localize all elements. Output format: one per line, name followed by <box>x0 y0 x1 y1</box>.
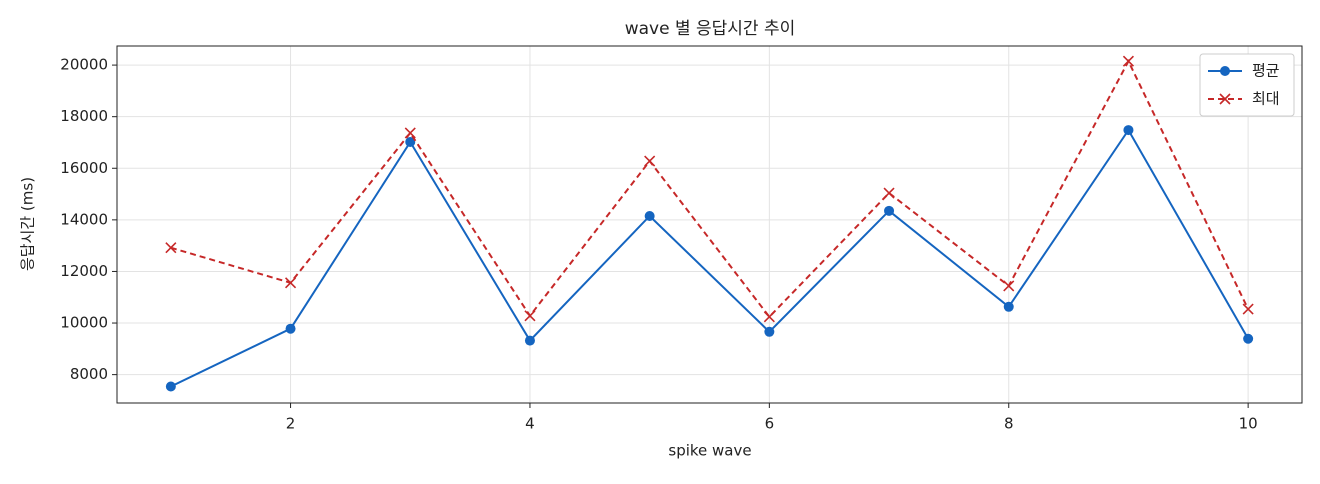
y-axis-label: 응답시간 (ms) <box>19 177 37 271</box>
data-point <box>404 127 416 139</box>
legend-marker <box>1220 66 1230 76</box>
x-tick-label: 6 <box>765 415 775 433</box>
chart-title: wave 별 응답시간 추이 <box>625 19 796 39</box>
y-tick-label: 18000 <box>60 107 108 125</box>
data-point <box>165 381 176 392</box>
data-point <box>763 311 775 323</box>
data-point <box>285 323 296 334</box>
plot-frame <box>116 45 1303 404</box>
legend-marker <box>1219 93 1231 105</box>
legend-box <box>1199 53 1295 117</box>
data-point <box>1122 55 1135 67</box>
data-point <box>644 210 655 221</box>
x-tick-label: 2 <box>286 415 296 433</box>
data-point <box>1003 301 1014 312</box>
data-point <box>764 326 775 337</box>
data-point <box>165 242 177 254</box>
data-point <box>884 205 895 216</box>
data-point <box>284 277 297 289</box>
series-line <box>170 59 1250 319</box>
x-tick-label: 8 <box>1004 415 1014 433</box>
x-axis-label: spike wave <box>668 442 751 460</box>
y-tick-label: 14000 <box>60 210 108 228</box>
series-line <box>170 128 1250 388</box>
data-point <box>524 335 535 346</box>
data-point <box>405 136 416 147</box>
y-tick-label: 16000 <box>60 159 108 177</box>
data-point <box>1123 125 1134 136</box>
legend-label: 최대 <box>1252 90 1280 108</box>
data-point <box>524 310 536 322</box>
legend-label: 평균 <box>1252 62 1280 80</box>
y-tick-label: 12000 <box>60 262 108 280</box>
x-tick-label: 4 <box>525 415 535 433</box>
data-point <box>1243 333 1254 344</box>
data-point <box>644 155 656 167</box>
y-tick-label: 10000 <box>60 314 108 332</box>
data-point <box>883 187 895 199</box>
y-tick-label: 8000 <box>70 365 108 383</box>
data-point <box>1242 303 1254 315</box>
data-point <box>1003 280 1015 292</box>
y-tick-label: 20000 <box>60 56 108 74</box>
x-tick-label: 10 <box>1239 415 1258 433</box>
